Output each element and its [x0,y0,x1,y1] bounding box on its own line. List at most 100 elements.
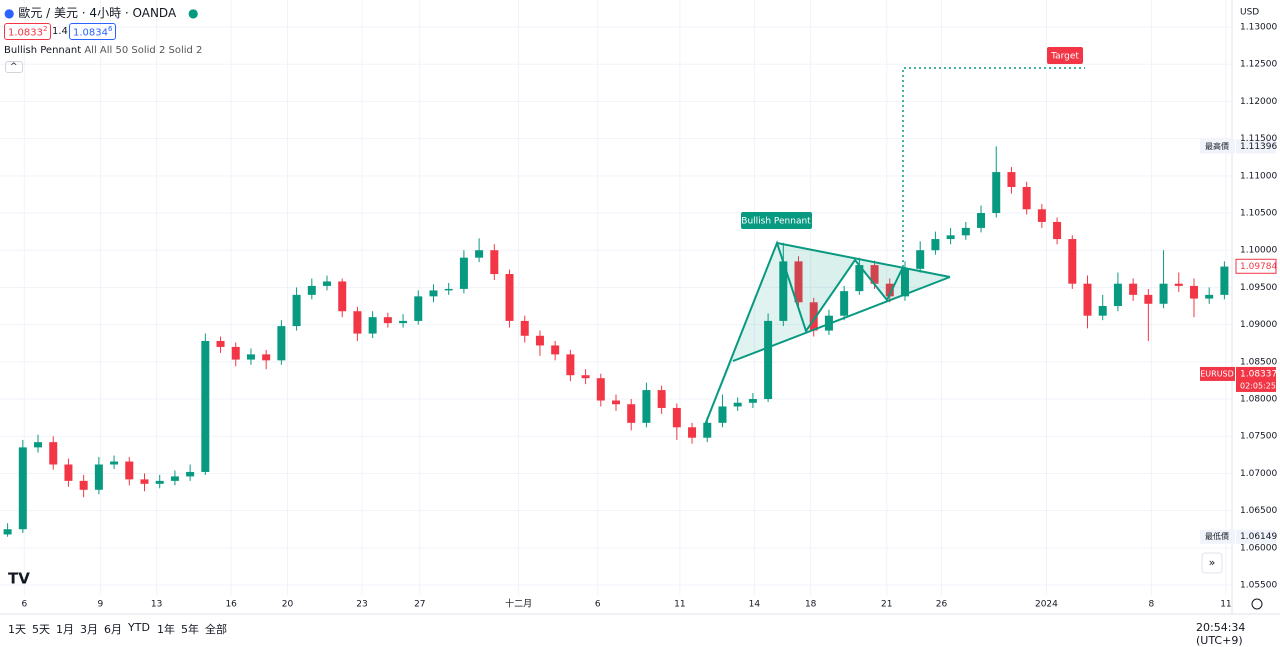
candle-body [292,294,301,327]
bid: 1.0833 [8,27,43,39]
currency[interactable]: USD [1240,8,1259,18]
range-button[interactable]: YTD [128,621,150,634]
current-tag-value: 1.08337 [1240,369,1277,379]
symbol-icon: ● [4,6,15,20]
countdown: 02:05:25 [1240,381,1276,390]
scroll-button[interactable] [1201,552,1223,574]
scroll-icon[interactable]: » [1209,556,1216,569]
range-button[interactable]: 全部 [205,623,227,636]
candle-body [642,390,651,423]
y-tick-label: 1.08500 [1240,357,1277,367]
pennant-lower [732,276,951,362]
range-button[interactable]: 1天 [8,623,26,636]
x-tick-label: 6 [595,600,601,610]
x-tick-label: 16 [225,600,237,610]
candle-body [277,326,286,361]
pennant-drawing: Bullish Pennant Target [704,47,1085,426]
candle-body [125,461,134,480]
x-tick-label: 2024 [1035,600,1058,610]
pattern-label-bg [741,212,812,229]
candle-body [551,345,560,355]
y-tick-label: 1.11500 [1240,134,1277,144]
candle-body [201,340,210,472]
candle-body [1159,283,1168,304]
range-button[interactable]: 3月 [80,623,98,636]
target-line [902,67,1085,267]
candle-body [79,480,88,490]
y-tick-label: 1.09000 [1240,320,1277,330]
candle-body [459,257,468,289]
candle-body [1189,285,1198,299]
low-tag-bg [1236,529,1276,544]
indicator-name[interactable]: Bullish Pennant [4,45,82,56]
range-button[interactable]: 5年 [181,623,199,636]
countdown-bg [1236,379,1276,392]
symbol-row: ● 歐元 / 美元 · 4小時 · OANDA ● [4,4,198,21]
candle-body [368,317,377,334]
candle-body [353,311,362,334]
candle-body [155,480,164,484]
x-tick-label: 20 [282,600,294,610]
candle-body [977,213,986,228]
candle-body [1083,283,1092,316]
x-tick-label: 21 [881,600,892,610]
candle-body [1007,172,1016,187]
indicator-params: All All 50 Solid 2 Solid 2 [84,45,203,56]
y-tick-label: 1.07500 [1240,432,1277,442]
candle-body [1129,283,1138,295]
indicator-row: Bullish Pennant All All 50 Solid 2 Solid… [4,45,202,56]
range-button[interactable]: 5天 [32,623,50,636]
candle-body [18,447,27,530]
candle-body [49,442,58,465]
candle-body [399,320,408,324]
range-button[interactable]: 1年 [157,623,175,636]
symbol[interactable]: 歐元 / 美元 · 4小時 · OANDA [18,6,177,20]
candle-body [262,354,271,361]
candle-body [535,335,544,346]
spread: 1.4 [52,26,68,37]
candle-body [383,317,392,324]
candle-body [444,288,453,291]
x-tick-label: 13 [151,600,162,610]
candle-body [703,422,712,438]
candle-body [231,346,240,360]
low-tag-label: 最低價 [1205,531,1229,541]
candle-body [885,283,894,297]
candle-body [900,268,909,297]
range-button[interactable]: 6月 [104,623,122,636]
collapse-button[interactable]: ^ [5,61,23,73]
y-tick-label: 1.06500 [1240,506,1277,516]
candle-body [323,281,332,286]
candle-body [246,354,255,360]
candle-body [566,354,575,376]
current-tag-label: EURUSD [1200,369,1234,378]
candle-body [627,404,636,423]
x-tick-label: 18 [805,600,817,610]
ask-sup: 6 [108,25,113,33]
settings-icon[interactable] [1251,598,1263,610]
candle-body [1022,186,1031,210]
currency-bg[interactable] [1236,4,1258,20]
current-tag-bg [1236,366,1276,381]
candle-body [840,291,849,316]
candle-body [1053,221,1062,240]
candle-body [581,375,590,379]
y-tick-label: 1.12000 [1240,97,1277,107]
candles [3,146,1229,537]
status-dot: ● [188,6,199,20]
high-tag-bg [1236,139,1276,154]
y-tick-label: 1.08000 [1240,395,1277,405]
candle-body [961,227,970,236]
candle-body [672,407,681,428]
last-tag-value: 1.09784 [1240,262,1277,272]
candle-body [992,172,1001,214]
bid-box[interactable]: 1.08332 [4,23,52,41]
y-tick-label: 1.12500 [1240,60,1277,70]
ask-box[interactable]: 1.08346 [69,23,117,41]
range-button[interactable]: 1月 [56,623,74,636]
x-tick-label: 8 [1149,600,1155,610]
y-tick-label: 1.13000 [1240,23,1277,33]
x-tick-label: 14 [749,600,761,610]
clock: 20:54:34 (UTC+9) [1196,621,1246,647]
candle-body [733,402,742,407]
